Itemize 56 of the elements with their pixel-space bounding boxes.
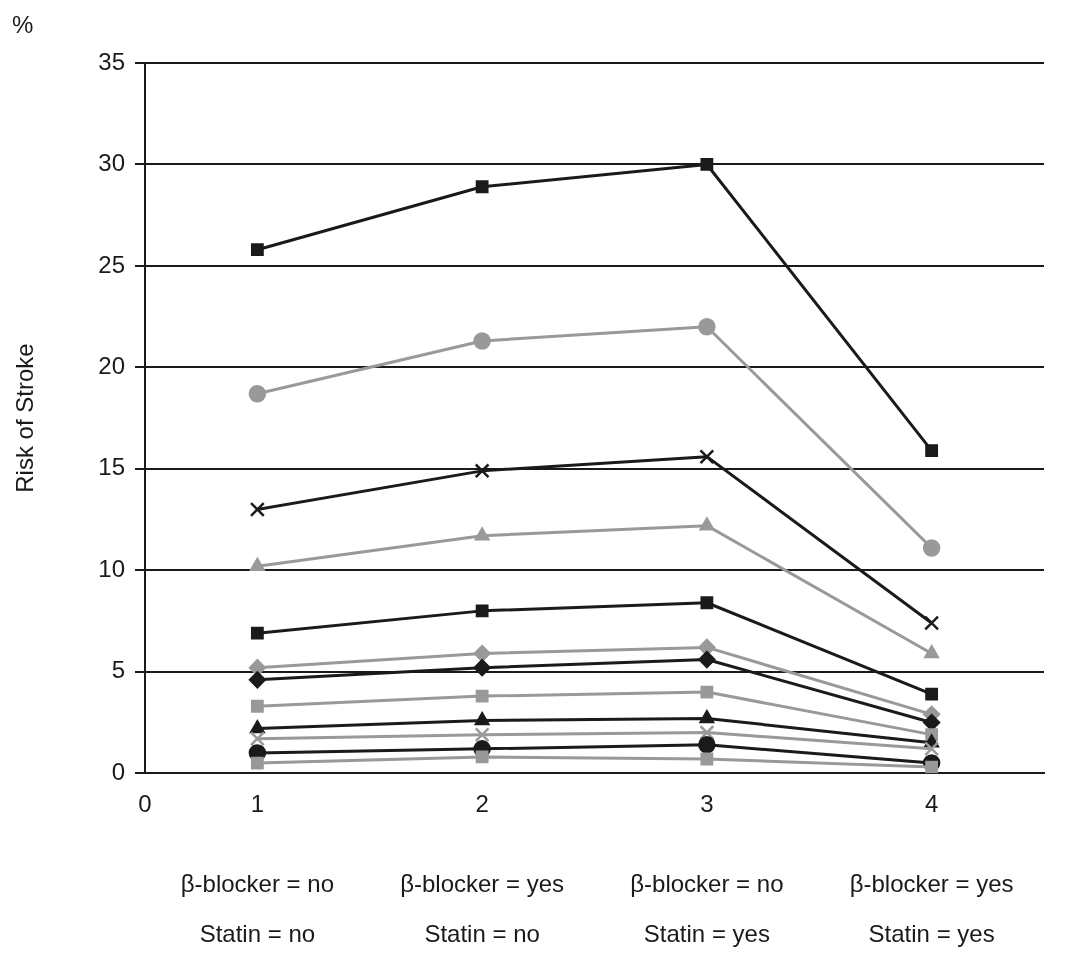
y-tick-label: 0 [111,757,125,785]
point [473,644,491,663]
point [699,449,715,465]
point [922,539,941,557]
y-tick-label: 35 [98,47,125,75]
point [924,741,940,757]
point [698,736,716,754]
point [474,711,490,726]
point [249,719,266,734]
y-tick-label: 10 [98,554,125,582]
point [698,318,716,336]
point [924,615,940,631]
point [474,463,490,479]
y-tick-label: 30 [98,149,125,177]
point [250,243,264,257]
x-tick-label: 3 [700,790,714,818]
x-tick-label: 4 [924,790,939,818]
x-tick-label: 2 [475,790,489,818]
point [250,699,264,713]
point [248,671,267,689]
point [475,604,489,618]
point [474,727,490,743]
point [700,685,714,699]
point [474,527,490,541]
text: β-blocker = no Statin = yes [630,869,784,947]
point [250,626,264,640]
point [925,444,939,457]
point [700,752,714,766]
x-tick-label: 0 [138,790,152,818]
point [698,650,716,669]
point [700,158,714,171]
point [473,332,491,350]
y-tick-label: 5 [111,656,125,684]
y-tick-label: 25 [98,250,125,278]
point [700,596,714,610]
x-tick-label: 1 [250,790,265,818]
y-tick-label: 15 [98,453,125,481]
text: % [12,10,34,38]
y-tick-label: 20 [98,352,125,379]
point [248,385,267,403]
point [249,731,265,747]
point [925,760,939,774]
point [249,501,265,518]
text: β-blocker = yes Statin = yes [849,869,1014,947]
point [475,750,489,764]
y-axis-title: Risk of Stroke [11,343,39,493]
text: β-blocker = yes Statin = no [400,869,565,947]
point [699,709,715,724]
point [473,658,491,677]
point [475,180,489,194]
point [699,725,715,741]
point [475,689,489,703]
point [925,687,939,701]
text: β-blocker = no Statin = no [180,869,334,947]
point [923,644,940,659]
point [250,756,264,770]
